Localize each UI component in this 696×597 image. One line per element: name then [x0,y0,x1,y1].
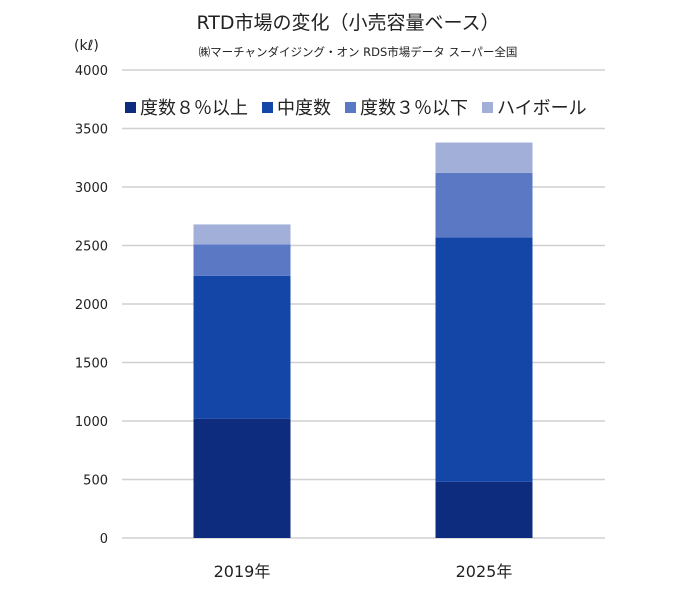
bar-segment [193,244,291,276]
bar-segment [435,142,533,173]
legend-swatch [125,101,136,113]
bar-segment [435,237,533,482]
legend: 度数８％以上 中度数 度数３％以下 ハイボール [125,94,587,120]
y-tick-label: 2500 [75,240,108,255]
y-tick-label: 0 [100,532,108,547]
legend-swatch [345,101,356,113]
legend-swatch [262,101,273,113]
chart-title: RTD市場の変化（小売容量ベース） [196,12,500,34]
legend-item: ハイボール [482,94,587,120]
y-tick-label: 1000 [75,415,108,430]
bar-segment [193,275,291,419]
chart-subtitle: ㈱マーチャンダイジング・オン RDS市場データ スーパー全国 [198,45,518,59]
legend-label: 中度数 [277,98,331,119]
legend-swatch [482,101,493,113]
bar-segment [435,172,533,238]
legend-label: ハイボール [497,98,587,119]
legend-item: 度数８％以上 [125,94,248,120]
legend-item: 中度数 [262,94,331,120]
legend-label: 度数３％以下 [360,98,468,119]
x-tick-label: 2019年 [214,562,271,581]
bar-segment [435,481,533,538]
y-tick-label: 1500 [75,357,108,372]
y-tick-label: 4000 [75,64,108,79]
legend-item: 度数３％以下 [345,94,468,120]
y-tick-label: 2000 [75,298,108,313]
y-tick-label: 3000 [75,181,108,196]
y-tick-label: 3500 [75,123,108,138]
x-tick-label: 2025年 [456,562,513,581]
y-tick-label: 500 [83,474,108,489]
y-axis-unit: (kℓ) [74,38,99,54]
bar-segment [193,224,291,245]
legend-label: 度数８％以上 [140,98,248,119]
bar-segment [193,418,291,538]
